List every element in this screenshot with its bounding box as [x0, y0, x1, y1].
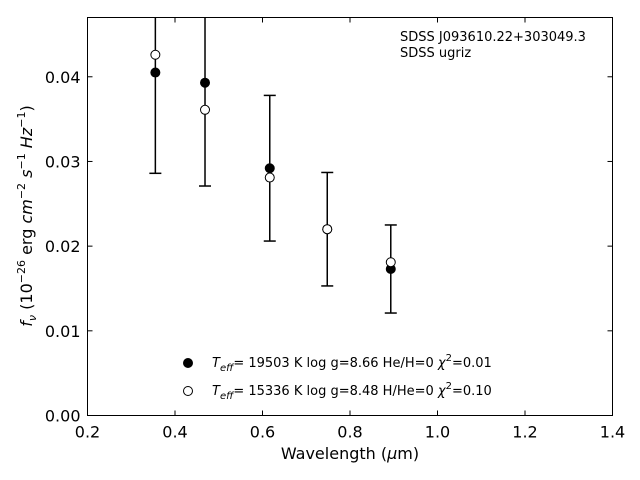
- x-tick-label: 0.6: [250, 423, 275, 442]
- data-point-filled: [150, 67, 161, 78]
- y-tick-label: 0.00: [45, 407, 81, 426]
- y-axis-label: fν (10−26 erg cm−2 s−1 Hz−1): [15, 105, 39, 326]
- annotation-line-2: SDSS ugriz: [400, 46, 471, 61]
- legend-entry-2: Teff= 15336 K log g=8.48 H/He=0 χ2=0.10: [212, 381, 492, 402]
- legend-entry-1: Teff= 19503 K log g=8.66 He/H=0 χ2=0.01: [212, 353, 492, 374]
- y-tick-label: 0.01: [45, 322, 81, 341]
- x-tick-label: 0.2: [75, 423, 100, 442]
- data-point-open: [322, 224, 333, 235]
- x-tick-label: 0.4: [162, 423, 187, 442]
- x-tick-label: 1.2: [512, 423, 537, 442]
- data-point-filled: [200, 77, 211, 88]
- y-tick-label: 0.04: [45, 68, 81, 87]
- legend: Teff= 19503 K log g=8.66 He/H=0 χ2=0.01 …: [183, 353, 492, 402]
- annotation-line-1: SDSS J093610.22+303049.3: [400, 30, 586, 45]
- y-tick-label: 0.03: [45, 152, 81, 171]
- data-point-open: [264, 172, 275, 183]
- data-point-filled: [264, 163, 275, 174]
- x-tick-label: 0.8: [337, 423, 362, 442]
- x-tick-label: 1.0: [425, 423, 450, 442]
- x-tick-label: 1.4: [600, 423, 625, 442]
- legend-marker-open: [183, 386, 193, 396]
- error-bar: [149, 17, 162, 175]
- data-point-open: [385, 257, 396, 268]
- data-point-open: [200, 104, 211, 115]
- error-bar: [199, 17, 212, 187]
- data-point-open: [150, 49, 161, 60]
- legend-marker-filled: [183, 358, 193, 368]
- y-tick-label: 0.02: [45, 237, 81, 256]
- x-axis-label: Wavelength (μm): [281, 444, 419, 463]
